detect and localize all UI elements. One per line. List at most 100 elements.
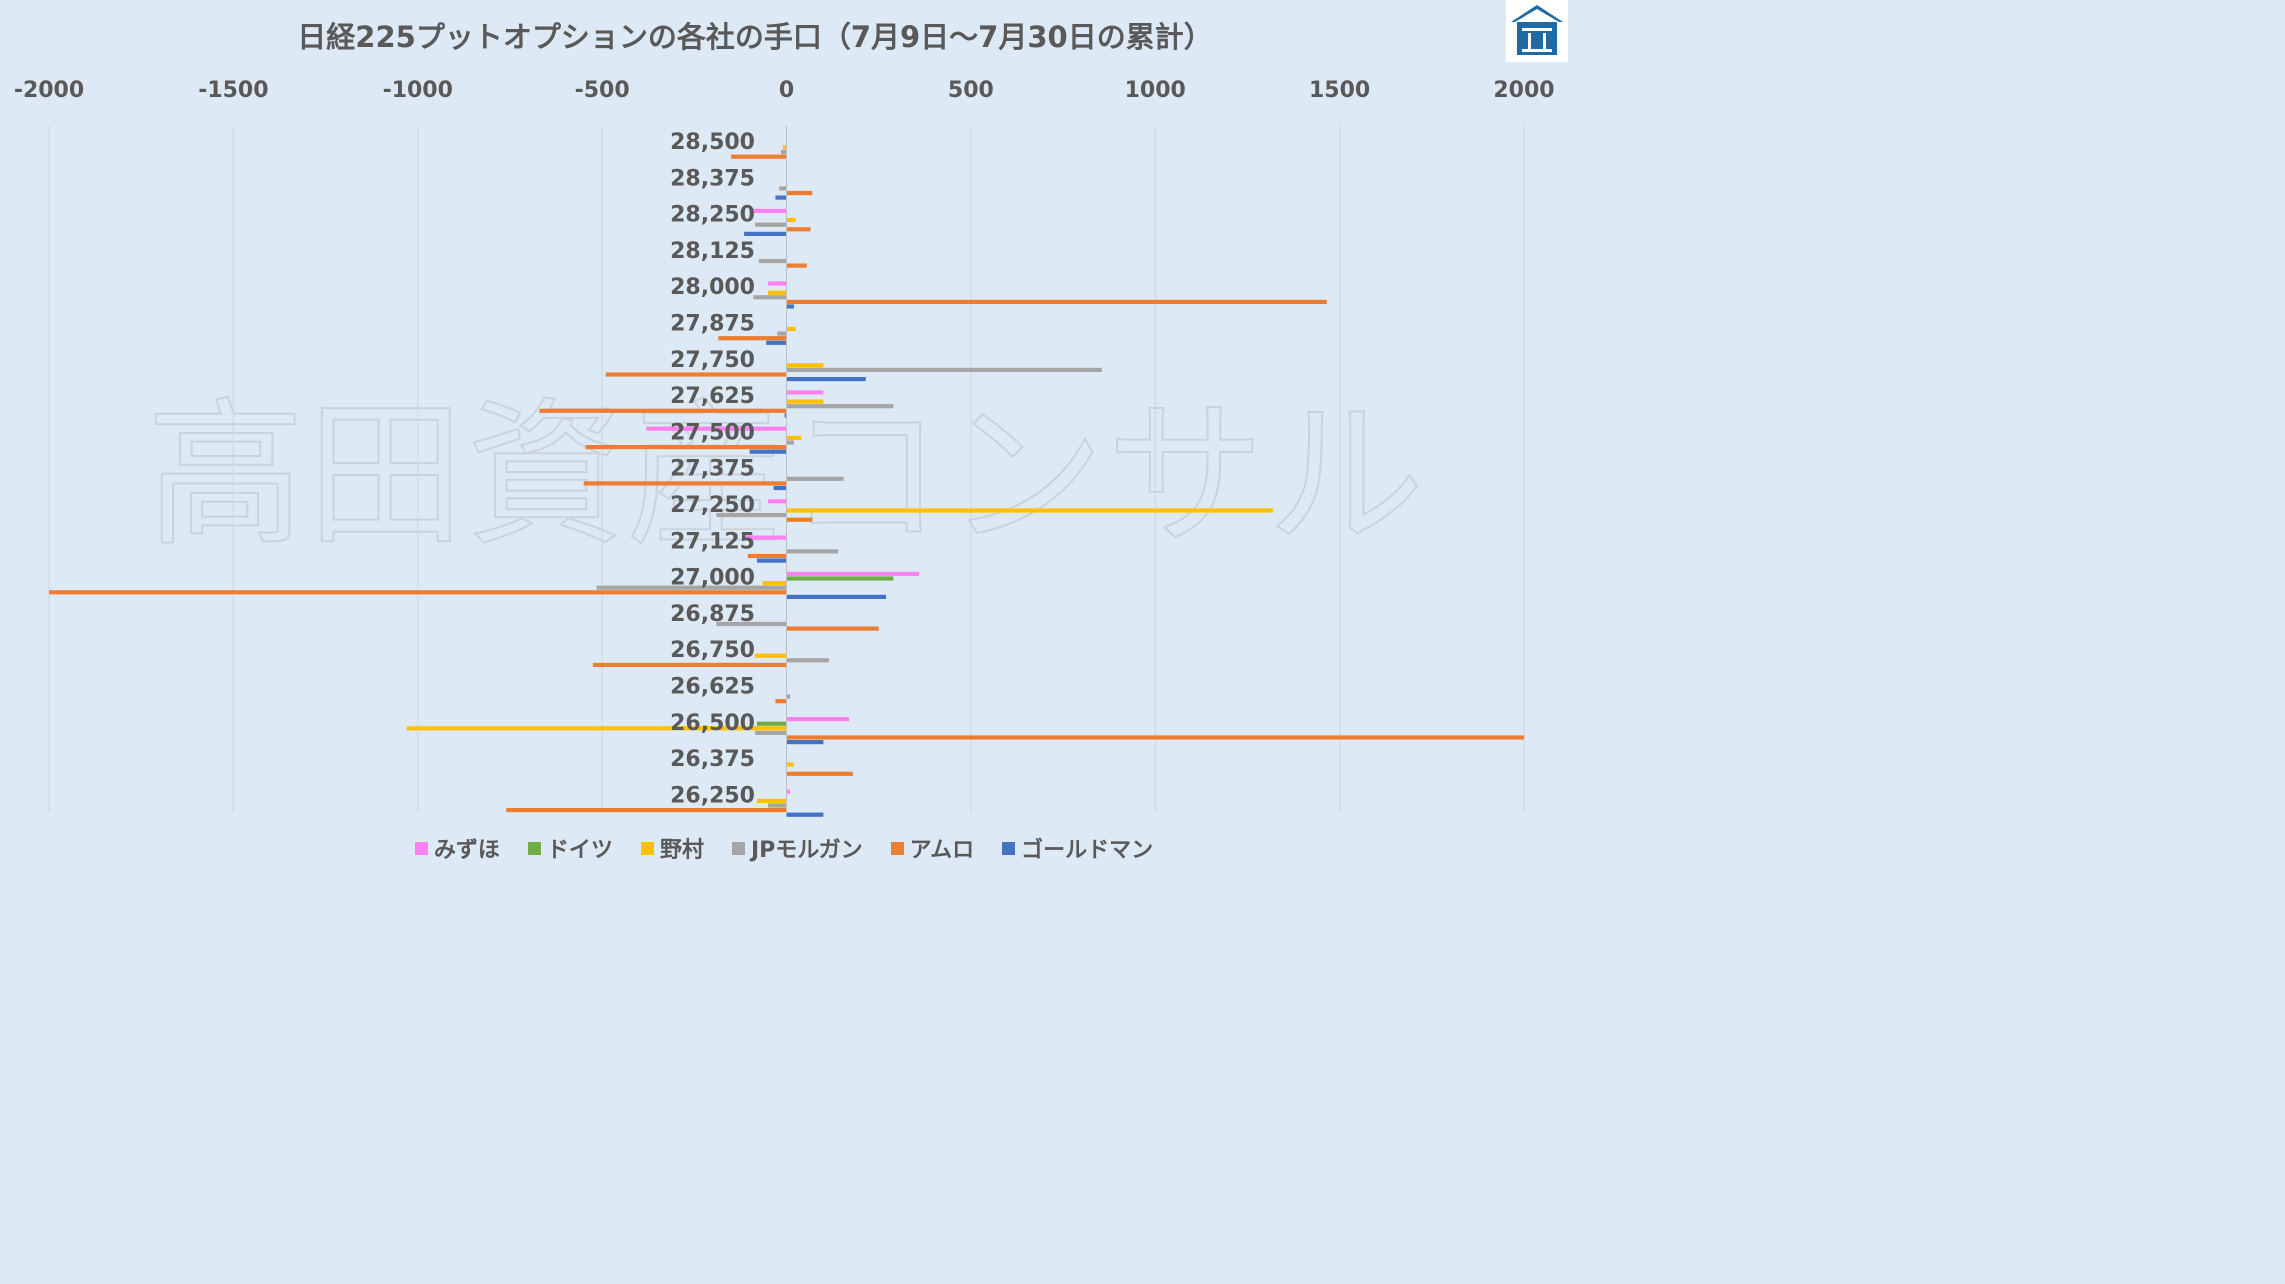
bar-5 — [786, 263, 807, 268]
bar-4 — [777, 331, 787, 336]
x-tick-label: 1500 — [1309, 78, 1370, 103]
category-label: 28,250 — [670, 203, 755, 228]
x-tick-label: 2000 — [1493, 78, 1554, 103]
x-tick-label: -1500 — [198, 78, 268, 103]
legend-item: JPモルガン — [731, 832, 863, 864]
bar-4 — [716, 513, 787, 518]
bar-3 — [786, 762, 794, 767]
x-tick-label: 1000 — [1125, 78, 1186, 103]
legend-swatch — [890, 841, 904, 855]
bar-4 — [786, 404, 894, 409]
bar-4 — [786, 549, 839, 554]
bar-1 — [786, 390, 824, 395]
bar-5 — [786, 735, 1524, 740]
bar-3 — [755, 653, 787, 658]
bar-6 — [784, 413, 787, 418]
x-tick-label: -500 — [575, 78, 630, 103]
bar-1 — [786, 571, 920, 576]
bar-5 — [786, 299, 1327, 304]
bar-5 — [539, 408, 787, 413]
bar-4 — [755, 222, 787, 227]
legend-label: ドイツ — [546, 838, 613, 863]
bar-2 — [786, 576, 894, 581]
bar-3 — [786, 326, 796, 332]
bar-5 — [506, 808, 787, 813]
chart-title: 日経225プットオプションの各社の手口（7月9日～7月30日の累計） — [297, 20, 1213, 54]
bar-1 — [768, 499, 787, 504]
legend-item: ゴールドマン — [1002, 832, 1153, 864]
category-label: 28,125 — [670, 239, 755, 264]
bar-3 — [786, 508, 1274, 513]
bar-6 — [775, 195, 787, 200]
legend-label: 野村 — [659, 838, 704, 863]
bar-6 — [786, 740, 824, 745]
bar-2 — [757, 721, 787, 726]
bar-5 — [718, 336, 787, 341]
bar-3 — [786, 218, 796, 223]
category-label: 26,250 — [670, 783, 755, 808]
bar-4 — [768, 803, 787, 808]
category-label: 27,500 — [670, 420, 755, 445]
bar-1 — [768, 281, 787, 286]
category-label: 28,500 — [670, 130, 755, 155]
bar-6 — [773, 485, 787, 491]
bar-4 — [753, 295, 787, 300]
category-label: 27,250 — [670, 493, 755, 518]
legend-label: アムロ — [909, 838, 975, 863]
bar-5 — [786, 190, 813, 196]
legend-swatch — [414, 841, 428, 855]
bar-4 — [786, 694, 791, 699]
legend-swatch — [640, 841, 654, 855]
bar-1 — [742, 535, 787, 540]
bar-3 — [768, 290, 787, 295]
bar-3 — [406, 726, 787, 731]
bar-5 — [786, 771, 853, 776]
chart-legend: みずほ ドイツ 野村 JPモルガン アムロ ゴールドマン — [0, 832, 1568, 864]
bar-3 — [786, 363, 824, 368]
bar-5 — [585, 445, 787, 450]
bar-5 — [49, 590, 787, 595]
bar-chart: 高田資産コンサル-2000 -1500 -1000 -500 0 500 1000 1500 2… — [14, 78, 1555, 817]
bar-6 — [766, 340, 787, 345]
bar-1 — [786, 717, 850, 722]
bar-6 — [757, 558, 787, 563]
bar-6 — [744, 231, 787, 236]
category-label: 26,625 — [670, 675, 755, 700]
legend-label: みずほ — [433, 838, 500, 863]
bar-4 — [780, 150, 787, 155]
category-label: 28,375 — [670, 166, 755, 191]
bar-1 — [646, 426, 787, 431]
bar-4 — [779, 186, 787, 191]
bar-5 — [747, 553, 787, 559]
bar-1 — [786, 789, 791, 794]
x-tick-label: -1000 — [383, 78, 453, 103]
bar-4 — [786, 476, 844, 481]
legend-item: アムロ — [890, 832, 975, 864]
legend-swatch — [527, 841, 541, 855]
category-label: 27,125 — [670, 529, 755, 554]
bar-5 — [786, 626, 879, 631]
bar-4 — [758, 258, 787, 264]
x-tick-label: -2000 — [14, 78, 84, 103]
legend-swatch — [731, 841, 745, 855]
category-label: 27,375 — [670, 457, 755, 482]
bar-3 — [786, 399, 824, 404]
category-label: 27,750 — [670, 348, 755, 373]
bar-3 — [757, 798, 787, 803]
bar-5 — [731, 154, 787, 159]
category-label: 27,875 — [670, 312, 755, 337]
bar-4 — [786, 440, 794, 445]
bar-4 — [716, 621, 787, 627]
category-label: 28,000 — [670, 275, 755, 300]
legend-item: ドイツ — [527, 832, 613, 864]
bar-6 — [749, 449, 787, 454]
category-label: 26,875 — [670, 602, 755, 627]
bar-3 — [782, 145, 787, 150]
bar-5 — [786, 517, 813, 522]
bar-6 — [786, 812, 824, 817]
category-label: 26,750 — [670, 638, 755, 663]
bar-6 — [786, 594, 887, 599]
legend-item: 野村 — [640, 832, 704, 864]
legend-label: ゴールドマン — [1021, 838, 1154, 863]
legend-item: みずほ — [414, 832, 500, 864]
